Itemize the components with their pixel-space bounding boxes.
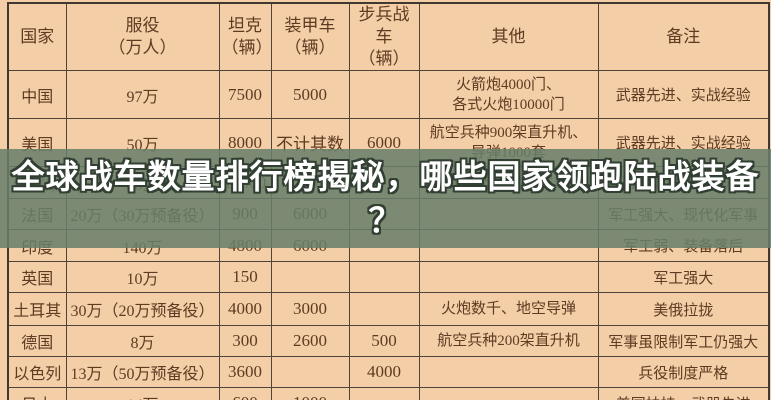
header-country: 国家 xyxy=(7,2,67,72)
cell-tanks: 7500 xyxy=(218,70,272,120)
cell-tanks: 150 xyxy=(218,261,272,294)
cell-tanks: 300 xyxy=(218,325,272,358)
header-armored: 装甲车 （辆） xyxy=(270,2,350,72)
cell-service: 97万 xyxy=(65,70,220,120)
header-service: 服役 （万人） xyxy=(65,2,220,72)
cell-remarks: 兵役制度严格 xyxy=(597,356,770,389)
cell-remarks: 军工强大 xyxy=(597,261,770,294)
cell-remarks: 武器先进、实战经验 xyxy=(597,70,770,120)
cell-remarks: 美国扶持，武器先进 xyxy=(597,387,770,400)
cell-service: 13万（50万预备役） xyxy=(65,356,220,389)
cell-ifv xyxy=(348,70,420,120)
table-row-germany: 德国 8万 300 2600 500 航空兵种200架直升机 军事虽限制军工仍强… xyxy=(7,325,770,358)
table-row-uk: 英国 10万 150 军工强大 xyxy=(7,261,770,294)
table-row-japan: 日本 14万 600 1000 美国扶持，武器先进 xyxy=(7,387,770,400)
cell-country: 中国 xyxy=(7,70,67,120)
cell-ifv: 4000 xyxy=(348,356,420,389)
cell-armored: 1000 xyxy=(270,387,350,400)
cell-country: 以色列 xyxy=(7,356,67,389)
cell-other: 火炮数千、地空导弹 xyxy=(418,292,599,327)
cell-country: 德国 xyxy=(7,325,67,358)
cell-armored xyxy=(270,356,350,389)
cell-country: 英国 xyxy=(7,261,67,294)
header-ifv: 步兵战车 （辆） xyxy=(348,2,420,72)
cell-tanks: 3600 xyxy=(218,356,272,389)
cell-other xyxy=(418,261,599,294)
cell-ifv: 500 xyxy=(348,325,420,358)
table-row-china: 中国 97万 7500 5000 火箭炮4000门、 各式火炮10000门 武器… xyxy=(7,70,770,120)
table-row-israel: 以色列 13万（50万预备役） 3600 4000 兵役制度严格 xyxy=(7,356,770,389)
cell-tanks: 600 xyxy=(218,387,272,400)
cell-service: 8万 xyxy=(65,325,220,358)
cell-ifv xyxy=(348,387,420,400)
header-tanks: 坦克 （辆） xyxy=(218,2,272,72)
cell-armored xyxy=(270,261,350,294)
cell-service: 14万 xyxy=(65,387,220,400)
cell-service: 30万（20万预备役） xyxy=(65,292,220,327)
cell-ifv xyxy=(348,292,420,327)
cell-remarks: 军事虽限制军工仍强大 xyxy=(597,325,770,358)
cell-armored: 2600 xyxy=(270,325,350,358)
cell-other: 火箭炮4000门、 各式火炮10000门 xyxy=(418,70,599,120)
cell-other: 航空兵种200架直升机 xyxy=(418,325,599,358)
cell-armored: 5000 xyxy=(270,70,350,120)
cell-ifv xyxy=(348,261,420,294)
header-other: 其他 xyxy=(418,2,599,72)
table-header-row: 国家 服役 （万人） 坦克 （辆） 装甲车 （辆） 步兵战车 （辆） 其他 备注 xyxy=(7,2,770,72)
header-remarks: 备注 xyxy=(597,2,770,72)
cell-other xyxy=(418,356,599,389)
cell-country: 土耳其 xyxy=(7,292,67,327)
cell-armored: 3000 xyxy=(270,292,350,327)
cell-service: 10万 xyxy=(65,261,220,294)
cell-remarks: 美俄拉拢 xyxy=(597,292,770,327)
table-row-turkey: 土耳其 30万（20万预备役） 4000 3000 火炮数千、地空导弹 美俄拉拢 xyxy=(7,292,770,327)
cell-tanks: 4000 xyxy=(218,292,272,327)
cell-country: 日本 xyxy=(7,387,67,400)
headline-title: 全球战车数量排行榜揭秘，哪些国家领跑陆战装备 ？ xyxy=(11,156,760,240)
headline-banner-overlay: 全球战车数量排行榜揭秘，哪些国家领跑陆战装备 ？ xyxy=(0,149,771,248)
cell-other xyxy=(418,387,599,400)
